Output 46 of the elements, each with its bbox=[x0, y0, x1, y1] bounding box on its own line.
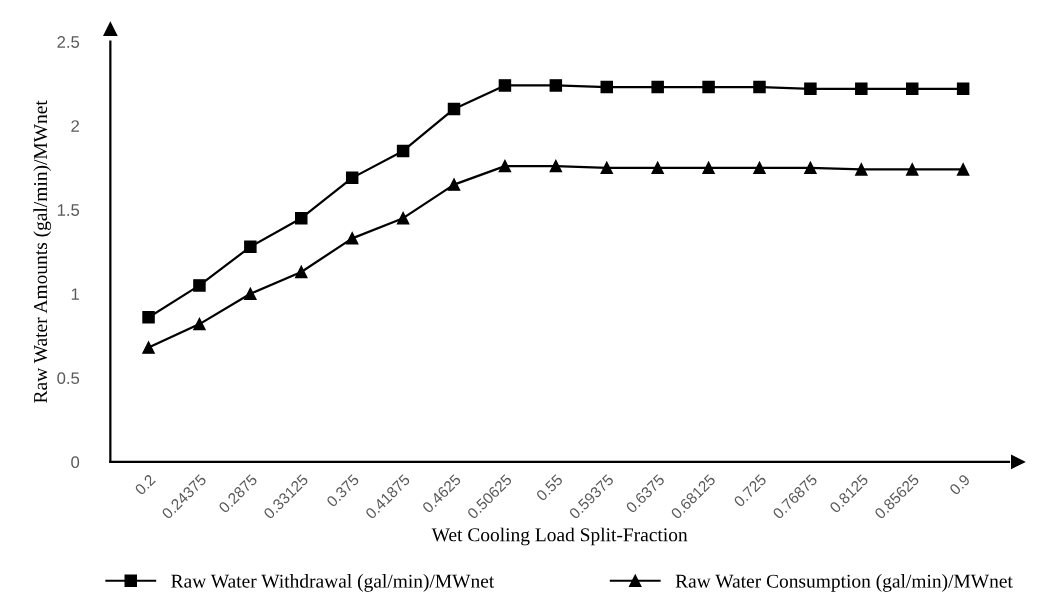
x-tick-label: 0.2 bbox=[134, 473, 156, 496]
point bbox=[396, 211, 410, 225]
y-tick-label: 0.5 bbox=[57, 372, 80, 385]
point bbox=[804, 161, 817, 175]
point bbox=[753, 80, 766, 94]
y-tick-label: 2.5 bbox=[57, 36, 80, 48]
point bbox=[702, 161, 715, 175]
y-tick-label: 1.5 bbox=[57, 204, 80, 216]
point bbox=[295, 211, 308, 225]
point bbox=[600, 80, 614, 94]
point bbox=[498, 159, 512, 173]
point bbox=[193, 279, 206, 292]
point bbox=[956, 82, 970, 96]
point bbox=[396, 144, 410, 158]
point bbox=[193, 317, 206, 331]
point bbox=[345, 171, 359, 185]
point bbox=[855, 82, 868, 96]
point bbox=[295, 265, 308, 279]
y-tick-label: 0 bbox=[71, 456, 80, 469]
point bbox=[549, 159, 563, 173]
point bbox=[447, 178, 461, 191]
point bbox=[804, 82, 817, 96]
point bbox=[244, 240, 257, 254]
point bbox=[600, 161, 614, 175]
point bbox=[142, 311, 155, 324]
point bbox=[549, 79, 563, 92]
point bbox=[855, 163, 868, 176]
y-tick-label: 1 bbox=[71, 288, 79, 300]
point bbox=[702, 80, 715, 94]
point bbox=[244, 287, 257, 301]
x-tick-label: 0.9 bbox=[948, 473, 971, 496]
point bbox=[753, 161, 766, 175]
point bbox=[651, 161, 664, 175]
point bbox=[956, 163, 970, 176]
point bbox=[905, 163, 919, 176]
point bbox=[498, 79, 512, 92]
legend-label: Raw Water Withdrawal (gal/min)/MWnet bbox=[171, 574, 495, 592]
y-tick-label: 2 bbox=[71, 120, 79, 132]
point bbox=[447, 102, 461, 116]
point bbox=[651, 80, 664, 94]
point bbox=[905, 82, 919, 96]
x-axis-title: Wet Cooling Load Split-Fraction bbox=[431, 527, 688, 546]
point bbox=[142, 341, 155, 354]
point bbox=[345, 232, 359, 245]
legend-label: Raw Water Consumption (gal/min)/MWnet bbox=[675, 574, 1013, 592]
y-axis-title: Raw Water Amounts (gal/min)/MWnet bbox=[33, 100, 52, 403]
